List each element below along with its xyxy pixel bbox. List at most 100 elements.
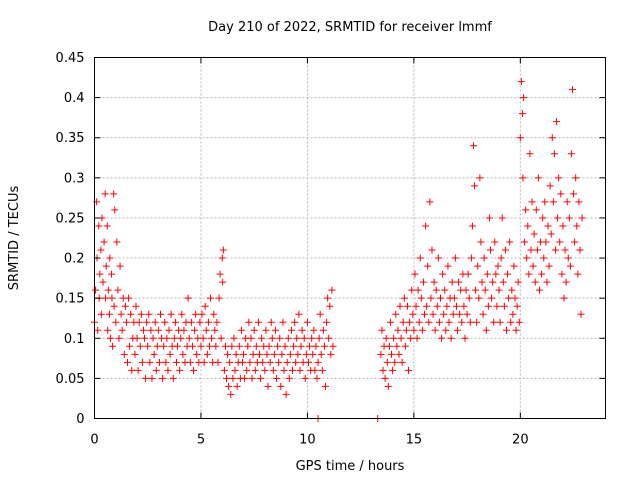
data-point — [141, 334, 149, 342]
data-point — [329, 342, 337, 350]
data-point — [102, 294, 110, 302]
data-point — [297, 342, 305, 350]
data-point — [205, 342, 213, 350]
data-point — [113, 238, 121, 246]
data-point — [419, 278, 427, 286]
data-point — [415, 318, 423, 326]
data-point — [233, 382, 241, 390]
data-point — [400, 294, 408, 302]
data-point — [525, 270, 533, 278]
data-point — [124, 358, 132, 366]
data-point — [251, 366, 259, 374]
y-tick-label: 0.15 — [56, 292, 85, 307]
data-point — [237, 326, 245, 334]
data-point — [491, 238, 499, 246]
data-point — [413, 334, 421, 342]
data-point — [390, 334, 398, 342]
data-point — [493, 302, 501, 310]
data-point — [435, 318, 443, 326]
data-point — [110, 190, 118, 198]
data-point — [441, 286, 449, 294]
data-point — [568, 86, 576, 94]
data-point — [241, 374, 249, 382]
data-point — [285, 374, 293, 382]
data-point — [101, 190, 109, 198]
data-point — [250, 326, 258, 334]
data-point — [564, 254, 572, 262]
data-point — [266, 358, 274, 366]
data-point — [286, 350, 294, 358]
data-point — [174, 342, 182, 350]
data-point — [565, 214, 573, 222]
data-point — [408, 286, 416, 294]
data-point — [112, 318, 120, 326]
data-point — [522, 206, 530, 214]
data-point — [92, 286, 100, 294]
chart-title: Day 210 of 2022, SRMTID for receiver lmm… — [208, 20, 492, 35]
data-point — [480, 254, 488, 262]
data-point — [377, 350, 385, 358]
data-point — [402, 326, 410, 334]
data-point — [431, 326, 439, 334]
data-point — [534, 174, 542, 182]
data-point — [483, 270, 491, 278]
data-point — [531, 278, 539, 286]
data-point — [311, 366, 319, 374]
data-point — [153, 342, 161, 350]
data-point — [301, 374, 309, 382]
data-point — [572, 174, 580, 182]
data-point — [244, 342, 252, 350]
data-point — [258, 334, 266, 342]
data-point — [196, 318, 204, 326]
data-point — [151, 318, 159, 326]
data-point — [309, 350, 317, 358]
data-point — [432, 286, 440, 294]
data-point — [574, 270, 582, 278]
data-point — [394, 326, 402, 334]
data-point — [163, 334, 171, 342]
data-point — [482, 326, 490, 334]
data-point — [246, 358, 254, 366]
data-point — [97, 246, 105, 254]
data-point — [245, 318, 253, 326]
data-point — [485, 214, 493, 222]
data-point — [254, 318, 262, 326]
data-point — [449, 310, 457, 318]
data-point — [556, 238, 564, 246]
data-point — [148, 374, 156, 382]
data-point — [421, 310, 429, 318]
data-point — [276, 334, 284, 342]
data-point — [440, 310, 448, 318]
data-point — [550, 150, 558, 158]
data-point — [186, 358, 194, 366]
data-point — [490, 318, 498, 326]
data-point — [131, 350, 139, 358]
data-point — [256, 350, 264, 358]
data-point — [133, 334, 141, 342]
data-point — [553, 118, 561, 126]
data-point — [221, 342, 229, 350]
data-point — [109, 342, 117, 350]
data-point — [389, 366, 397, 374]
data-point — [191, 326, 199, 334]
data-point — [516, 134, 524, 142]
data-point — [397, 334, 405, 342]
data-point — [172, 358, 180, 366]
data-point — [557, 190, 565, 198]
data-point — [312, 342, 320, 350]
y-tick-label: 0.35 — [56, 131, 85, 146]
data-point — [316, 310, 324, 318]
data-point — [271, 326, 279, 334]
data-point — [106, 334, 114, 342]
data-point — [292, 358, 300, 366]
y-tick-label: 0.3 — [64, 171, 85, 186]
data-point — [513, 302, 521, 310]
x-tick-label: 10 — [299, 433, 316, 448]
data-point — [187, 318, 195, 326]
data-point — [104, 326, 112, 334]
data-point — [462, 286, 470, 294]
data-point — [122, 318, 130, 326]
data-point — [320, 342, 328, 350]
data-point — [523, 254, 531, 262]
data-point — [382, 334, 390, 342]
